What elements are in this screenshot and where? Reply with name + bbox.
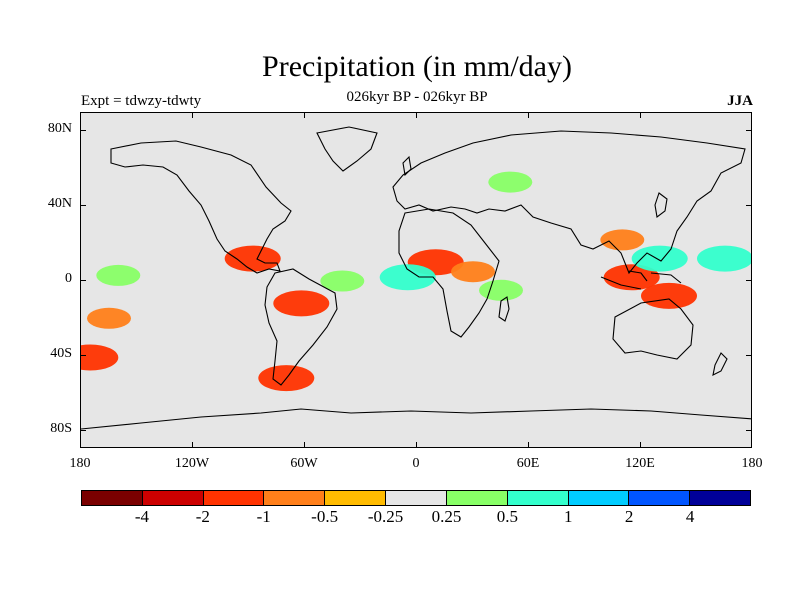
anomaly-region — [479, 279, 523, 301]
lat-tick — [80, 430, 86, 431]
lat-tick — [80, 205, 86, 206]
page-title: Precipitation (in mm/day) — [262, 50, 572, 83]
colorbar-label: 4 — [685, 507, 695, 526]
lat-tick — [80, 130, 86, 131]
anomaly-region — [379, 264, 436, 291]
colorbar-segment — [325, 491, 387, 505]
coastline-australia — [612, 298, 694, 360]
lat-tick — [746, 205, 752, 206]
colorbar-segment — [264, 491, 326, 505]
lat-label-80s: 80S — [50, 421, 72, 436]
colorbar-label: -0.5 — [311, 507, 339, 526]
colorbar-segment — [142, 491, 204, 505]
lon-tick — [304, 112, 305, 118]
anomaly-region — [641, 282, 697, 309]
colorbar-label: -2 — [195, 507, 210, 526]
lon-label-0: 0 — [412, 456, 420, 471]
anomaly-region — [488, 171, 533, 193]
lon-label-120w: 120W — [174, 456, 210, 471]
anomaly-region — [81, 344, 119, 371]
coastline-south-america — [264, 268, 338, 386]
lon-label-60e: 60E — [516, 456, 540, 471]
coastline-uk — [402, 155, 412, 177]
anomaly-region — [697, 245, 751, 272]
colorbar-label: -4 — [134, 507, 149, 526]
colorbar-label: 2 — [624, 507, 634, 526]
coastline-eurasia — [392, 130, 746, 275]
lat-tick — [746, 130, 752, 131]
lon-tick — [192, 442, 193, 448]
colorbar-label: 0.5 — [496, 507, 518, 526]
lat-tick — [746, 355, 752, 356]
anomaly-region — [631, 245, 688, 272]
lon-tick — [304, 442, 305, 448]
anomaly-region — [320, 270, 365, 292]
coastline-japan — [654, 192, 668, 218]
lat-tick — [80, 355, 86, 356]
colorbar-segment — [568, 491, 630, 505]
colorbar-segment — [82, 491, 143, 505]
colorbar-segment — [507, 491, 569, 505]
coastline-north-america — [110, 140, 292, 274]
lon-tick — [640, 442, 641, 448]
lat-label-40n: 40N — [47, 196, 72, 211]
map-panel — [80, 112, 752, 448]
coastline-antarctica — [81, 408, 751, 430]
coastline-africa — [398, 208, 500, 338]
lon-label-180e: 180 — [741, 456, 763, 471]
lon-label-120e: 120E — [625, 456, 655, 471]
coastline-greenland — [316, 126, 378, 172]
lon-tick — [192, 112, 193, 118]
lat-tick — [746, 430, 752, 431]
colorbar-segment — [446, 491, 508, 505]
anomaly-region — [224, 245, 281, 272]
anomaly-region — [87, 307, 131, 329]
lat-tick — [746, 280, 752, 281]
colorbar-segment — [629, 491, 691, 505]
colorbar-segment — [386, 491, 447, 505]
lat-tick — [80, 280, 86, 281]
lon-label-180w: 180 — [69, 456, 91, 471]
colorbar-label: 1 — [564, 507, 573, 526]
precipitation-map — [81, 126, 751, 430]
colorbar-label: -0.25 — [367, 507, 404, 526]
colorbar-segment — [203, 491, 265, 505]
colorbar-label: 0.25 — [431, 507, 462, 526]
lat-label-0: 0 — [65, 271, 72, 286]
anomaly-region — [451, 261, 495, 283]
lon-tick — [640, 112, 641, 118]
colorbar-label: -1 — [256, 507, 271, 526]
coastline-madagascar — [498, 296, 510, 322]
lat-label-80n: 80N — [47, 121, 72, 136]
plot-subtitle: 026kyr BP - 026kyr BP — [346, 89, 488, 105]
lat-label-40s: 40S — [50, 346, 72, 361]
coastline-indonesia — [600, 270, 682, 290]
colorbar — [81, 490, 751, 506]
anomaly-layer — [81, 171, 751, 392]
lon-tick — [416, 442, 417, 448]
coastlines — [81, 126, 751, 430]
anomaly-region — [600, 229, 645, 251]
lon-label-60w: 60W — [290, 456, 318, 471]
lon-tick — [416, 112, 417, 118]
coastline-new-zealand — [712, 352, 728, 376]
anomaly-region — [96, 264, 141, 286]
season-label: JJA — [727, 93, 753, 109]
colorbar-segment — [690, 491, 750, 505]
lon-tick — [528, 442, 529, 448]
anomaly-region — [273, 290, 330, 317]
experiment-label: Expt = tdwzy-tdwty — [81, 93, 202, 109]
lon-tick — [528, 112, 529, 118]
